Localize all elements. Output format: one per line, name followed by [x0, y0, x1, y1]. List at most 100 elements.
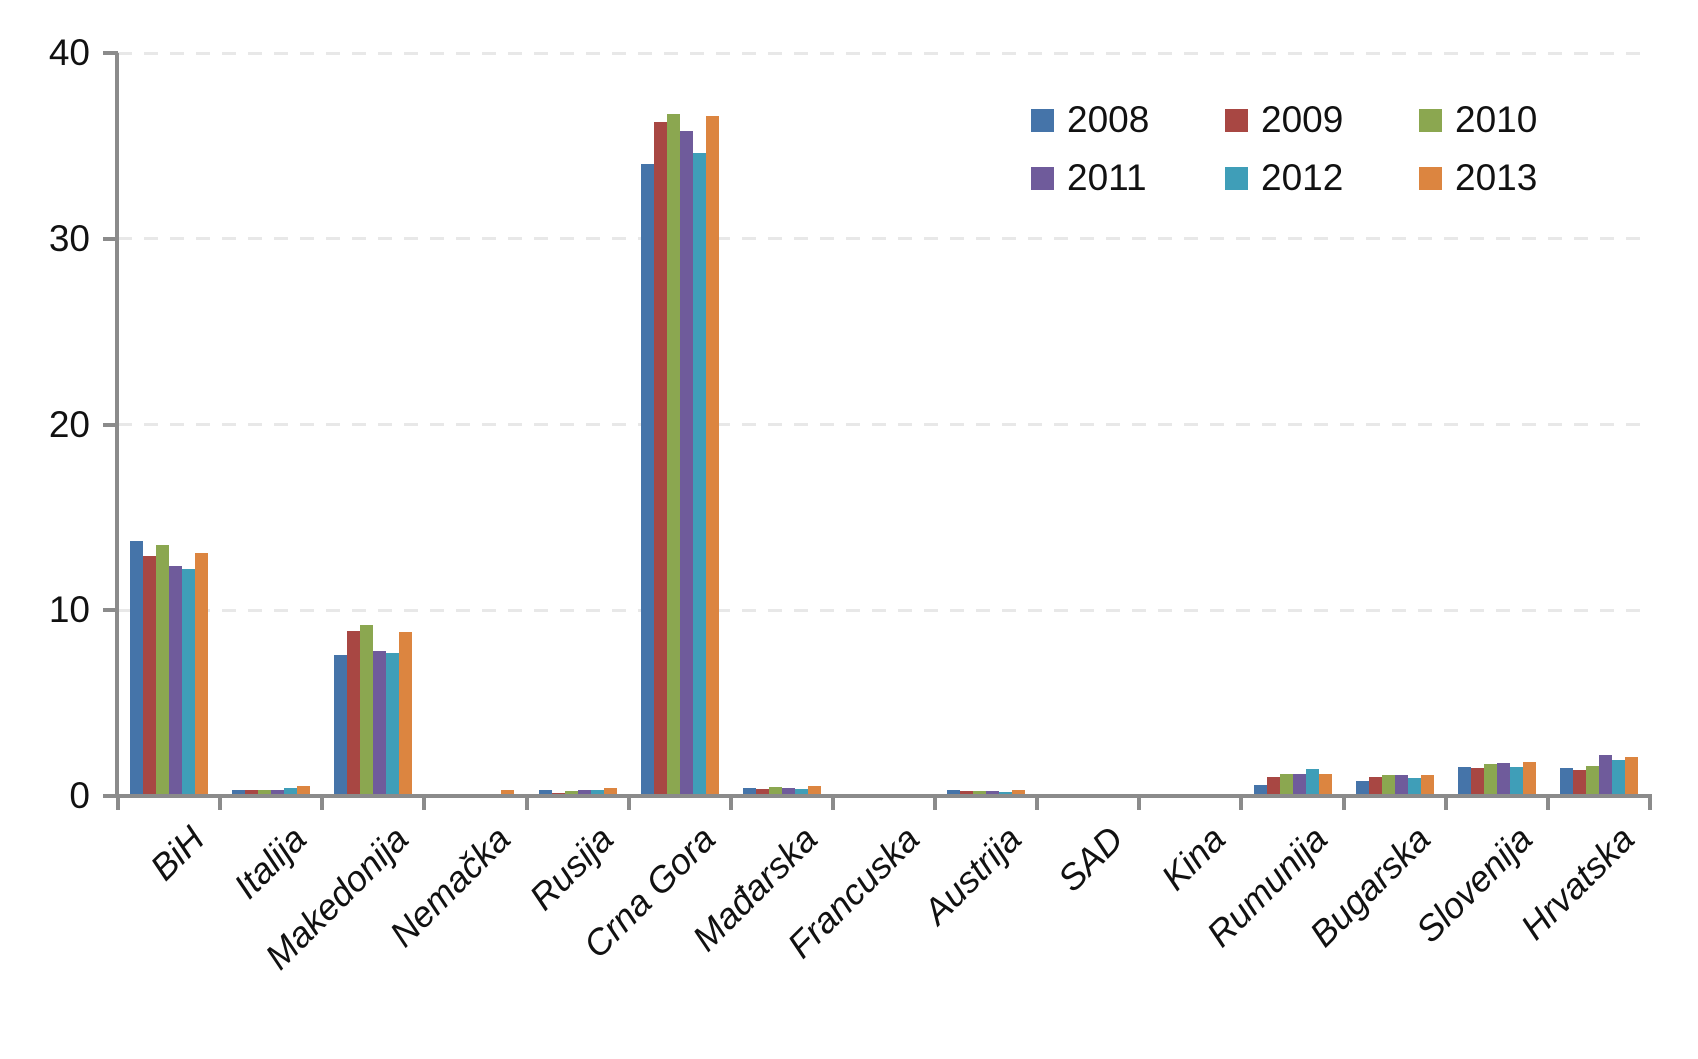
gridline — [118, 51, 1650, 55]
legend-item: 2009 — [1225, 100, 1419, 140]
x-axis-tick — [933, 794, 938, 810]
x-axis-tick — [1239, 794, 1244, 810]
bar-Italija-2009 — [245, 790, 259, 794]
x-axis-tick — [1648, 794, 1652, 810]
bar-group — [1548, 53, 1650, 794]
bar-group — [220, 53, 322, 794]
bar-Makedonija-2012 — [386, 653, 400, 794]
x-axis-tick — [1137, 794, 1142, 810]
y-axis-tick — [103, 422, 118, 427]
bar-Makedonija-2008 — [334, 655, 348, 794]
bar-Italija-2011 — [271, 790, 285, 794]
legend-swatch — [1031, 108, 1054, 132]
bar-group — [1446, 53, 1548, 794]
bar-Bugarska-2012 — [1407, 778, 1421, 794]
legend-label: 2013 — [1455, 157, 1538, 198]
bar-Makedonija-2013 — [399, 632, 413, 794]
bar-Slovenija-2012 — [1509, 767, 1523, 794]
x-axis-tick — [218, 794, 223, 810]
legend-swatch — [1225, 166, 1248, 190]
gridline — [118, 608, 1650, 612]
x-axis-tick — [116, 794, 120, 810]
y-axis-tick — [103, 51, 118, 55]
x-axis-line — [103, 794, 1650, 798]
bar-group — [527, 53, 629, 794]
bar-BiH-2011 — [169, 566, 183, 794]
bar-Austrija-2011 — [986, 791, 1000, 794]
bar-Mađarska-2012 — [794, 789, 808, 794]
x-axis-tick — [626, 794, 631, 810]
y-axis-tick-label: 40 — [48, 32, 90, 73]
bar-Rumunija-2012 — [1305, 769, 1319, 794]
bar-Mađarska-2011 — [781, 788, 795, 794]
bar-Rumunija-2009 — [1266, 777, 1280, 794]
bar-Hrvatska-2009 — [1572, 770, 1586, 794]
bar-group — [629, 53, 731, 794]
bar-Mađarska-2013 — [807, 786, 821, 794]
bar-Rumunija-2010 — [1279, 774, 1293, 794]
bar-group — [731, 53, 833, 794]
bar-Austrija-2012 — [999, 792, 1013, 794]
y-axis-tick — [103, 236, 118, 241]
legend-swatch — [1225, 108, 1248, 132]
bar-Nemačka-2013 — [501, 790, 515, 794]
bar-group — [322, 53, 424, 794]
bar-Mađarska-2008 — [742, 788, 756, 794]
y-axis-tick-label: 0 — [69, 775, 90, 816]
bar-Bugarska-2013 — [1420, 775, 1434, 794]
bar-Bugarska-2010 — [1381, 775, 1395, 794]
legend-item: 2011 — [1031, 158, 1225, 198]
x-axis-tick — [320, 794, 325, 810]
bar-Rusija-2012 — [590, 790, 604, 794]
bar-Crna Gora-2010 — [666, 114, 680, 794]
bar-Slovenija-2008 — [1457, 767, 1471, 794]
bar-Slovenija-2011 — [1496, 763, 1510, 794]
bar-Hrvatska-2012 — [1611, 760, 1625, 794]
legend-label: 2009 — [1261, 99, 1344, 140]
bar-Slovenija-2013 — [1522, 762, 1536, 794]
bar-Mađarska-2010 — [768, 787, 782, 794]
bar-Rusija-2009 — [551, 793, 565, 794]
legend-item: 2012 — [1225, 158, 1419, 198]
x-axis-tick — [728, 794, 733, 810]
legend-label: 2008 — [1067, 99, 1150, 140]
bar-group — [1037, 53, 1139, 794]
bar-Crna Gora-2008 — [640, 164, 654, 794]
y-axis-line — [115, 53, 119, 798]
x-axis-tick — [1545, 794, 1550, 810]
bar-Slovenija-2010 — [1483, 764, 1497, 794]
legend-label: 2012 — [1261, 157, 1344, 198]
bar-Hrvatska-2008 — [1559, 768, 1573, 794]
bar-Makedonija-2009 — [347, 631, 361, 794]
bar-Slovenija-2009 — [1470, 768, 1484, 794]
bar-Bugarska-2011 — [1394, 775, 1408, 794]
y-axis-tick-label: 30 — [48, 217, 90, 259]
legend-item: 2008 — [1031, 100, 1225, 140]
legend: 2008 2009 2010 2011 2012 2013 — [1031, 100, 1613, 198]
bar-Rusija-2013 — [603, 788, 617, 794]
legend-label: 2011 — [1067, 157, 1147, 198]
bar-Rumunija-2011 — [1292, 774, 1306, 794]
bar-Italija-2008 — [232, 790, 246, 794]
bar-group — [1344, 53, 1446, 794]
legend-item: 2010 — [1419, 100, 1613, 140]
legend-label: 2010 — [1455, 99, 1538, 140]
legend-item: 2013 — [1419, 158, 1613, 198]
bar-Italija-2010 — [258, 790, 272, 794]
legend-swatch — [1419, 166, 1442, 190]
bar-Crna Gora-2013 — [705, 116, 719, 794]
bar-Rusija-2011 — [577, 790, 591, 794]
bar-Crna Gora-2009 — [653, 122, 667, 794]
bar-Bugarska-2008 — [1355, 781, 1369, 794]
bar-Austrija-2013 — [1012, 790, 1026, 794]
bar-group — [118, 53, 220, 794]
bar-Rumunija-2008 — [1253, 785, 1267, 794]
bar-Italija-2013 — [297, 786, 311, 794]
x-axis-tick — [524, 794, 529, 810]
x-axis-tick — [422, 794, 427, 810]
bar-group — [1139, 53, 1241, 794]
bar-Crna Gora-2012 — [692, 153, 706, 794]
bar-group — [935, 53, 1037, 794]
bar-group — [1241, 53, 1343, 794]
